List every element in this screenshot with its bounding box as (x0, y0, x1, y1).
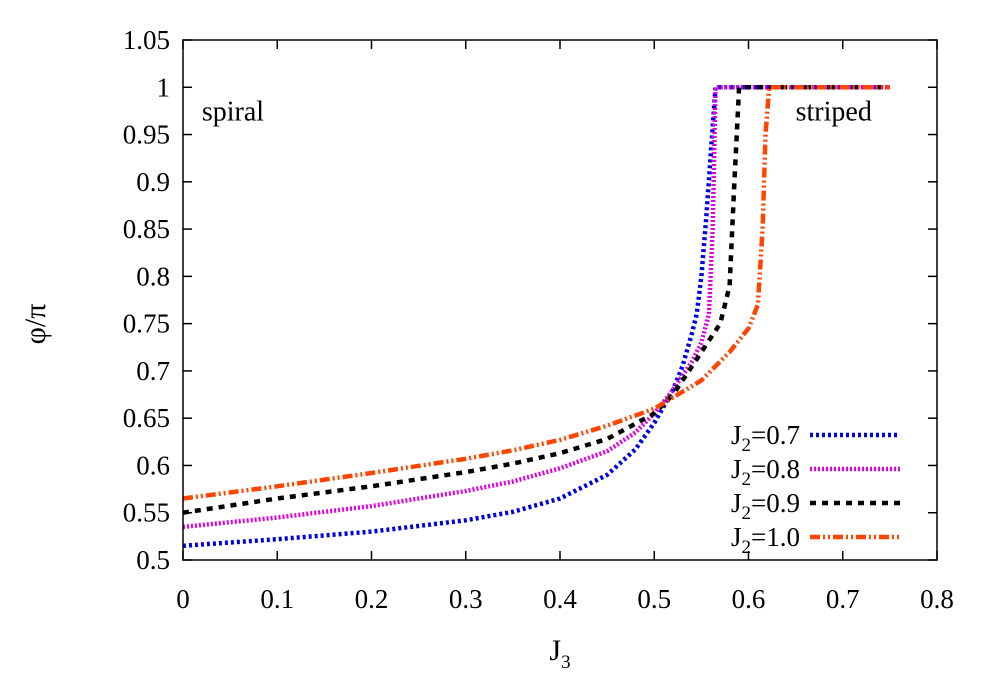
x-tick-label: 0.2 (355, 584, 389, 614)
y-tick-label: 0.85 (123, 214, 170, 244)
x-tick-label: 0.4 (543, 584, 577, 614)
y-tick-label: 0.7 (136, 356, 170, 386)
ticks-layer: 0 0.1 0.2 0.3 0.4 0.5 0.6 0.7 0.8 0.5 0.55 0.6 0.65 0… (123, 25, 954, 614)
legend-label: J2=0.7 (731, 420, 800, 456)
y-tick-label: 0.6 (136, 450, 170, 480)
y-axis-label: φ/π (19, 304, 52, 345)
x-tick-label: 0.6 (732, 584, 766, 614)
region-annotation: striped (796, 96, 872, 127)
series-layer (182, 85, 890, 549)
y-tick-label: 0.8 (136, 261, 170, 291)
series-line-3 (182, 85, 890, 515)
series-line-4 (182, 85, 890, 501)
x-tick-label: 0.3 (449, 584, 483, 614)
series-line-1 (182, 85, 890, 549)
x-tick-label: 0.8 (920, 584, 954, 614)
legend-label: J2=1.0 (731, 522, 800, 558)
legend-label: J2=0.8 (731, 454, 800, 490)
y-tick-label: 0.95 (123, 120, 170, 150)
y-tick-label: 1.05 (123, 25, 170, 55)
legend-label: J2=0.9 (731, 488, 800, 524)
y-tick-label: 0.75 (123, 309, 170, 339)
x-tick-label: 0.7 (826, 584, 860, 614)
x-tick-label: 0 (176, 584, 190, 614)
y-tick-label: 0.5 (136, 545, 170, 575)
y-tick-label: 0.9 (136, 167, 170, 197)
legend: J2=0.7J2=0.8J2=0.9J2=1.0 (731, 420, 900, 558)
y-tick-label: 0.55 (123, 498, 170, 528)
x-tick-label: 0.1 (260, 584, 294, 614)
annotations-layer: spiral striped (202, 96, 872, 127)
region-annotation: spiral (202, 96, 264, 127)
y-tick-label: 1 (157, 72, 171, 102)
y-tick-label: 0.65 (123, 403, 170, 433)
x-axis-label: J3 (549, 634, 570, 673)
x-tick-label: 0.5 (637, 584, 671, 614)
